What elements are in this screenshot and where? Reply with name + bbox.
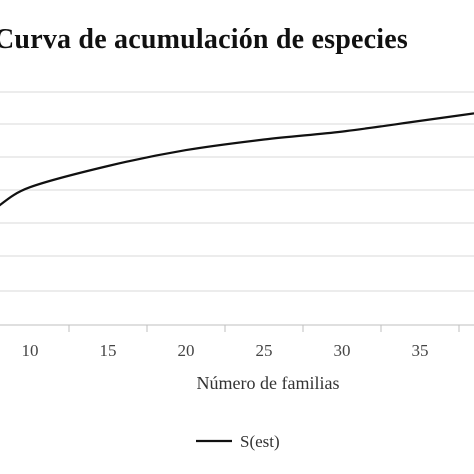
x-tick-labels: 10 15 20 25 30 35	[22, 341, 429, 360]
legend-label: S(est)	[240, 432, 280, 451]
x-tick-label-20: 20	[178, 341, 195, 360]
x-tick-label-15: 15	[100, 341, 117, 360]
x-tick-label-35: 35	[412, 341, 429, 360]
chart-title: Curva de acumulación de especies	[0, 24, 408, 55]
x-tick-label-30: 30	[334, 341, 351, 360]
gridlines	[0, 91, 474, 292]
x-tick-label-10: 10	[22, 341, 39, 360]
x-axis-title: Número de familias	[197, 373, 340, 393]
x-tick-label-25: 25	[256, 341, 273, 360]
x-ticks	[68, 325, 460, 332]
series-line-s-est	[0, 112, 474, 207]
